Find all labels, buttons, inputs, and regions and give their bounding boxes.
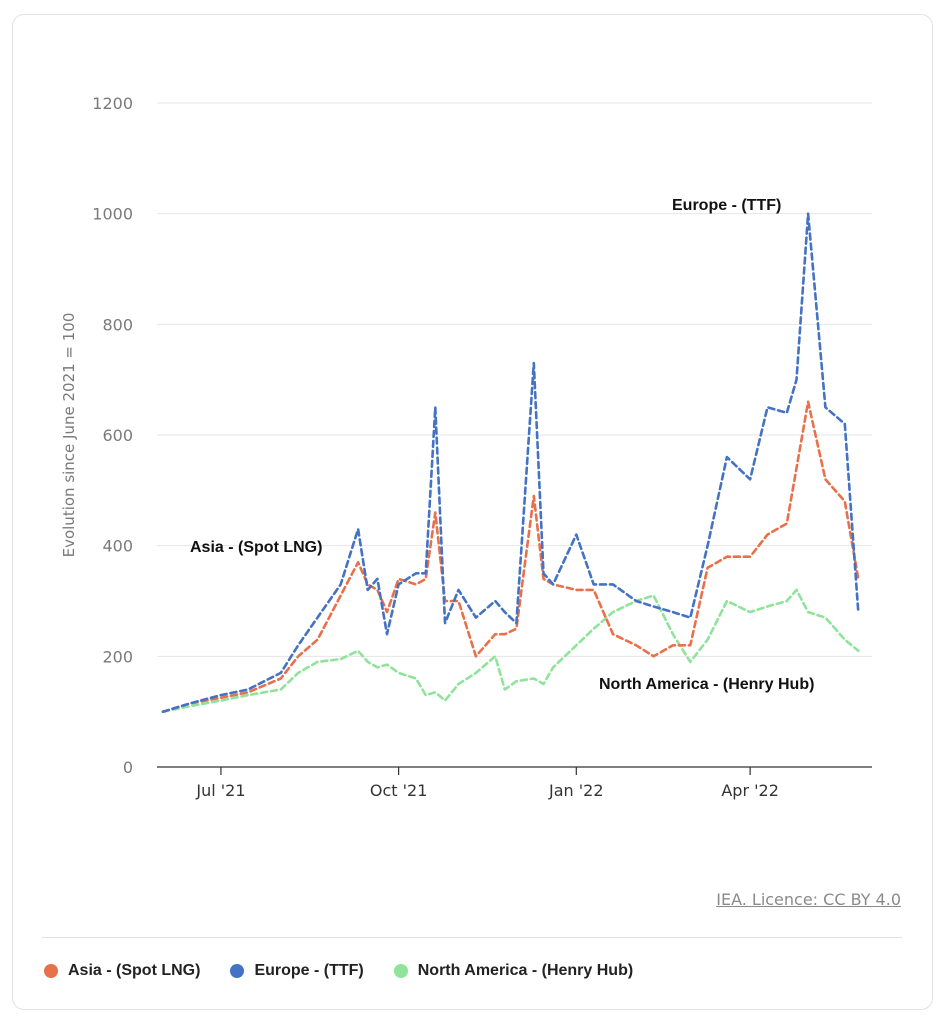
- legend-divider: [42, 937, 902, 938]
- x-tick-label: Apr '22: [721, 781, 779, 800]
- legend-swatch-asia: [44, 964, 58, 978]
- y-tick-label: 400: [102, 537, 133, 556]
- annotation-north-america: North America - (Henry Hub): [599, 676, 814, 693]
- series-line-0[interactable]: [161, 400, 860, 714]
- legend-item-north-america[interactable]: North America - (Henry Hub): [393, 962, 634, 980]
- y-axis-ticks: 0 200 400 600 800 1000 1200: [92, 94, 133, 777]
- annotation-asia: Asia - (Spot LNG): [190, 539, 322, 556]
- y-tick-label: 800: [102, 315, 133, 334]
- series-line-2[interactable]: [161, 588, 860, 714]
- x-tick-label: Jul '21: [195, 781, 245, 800]
- legend: Asia - (Spot LNG) Europe - (TTF) North A…: [44, 962, 633, 980]
- x-tick-label: Jan '22: [548, 781, 604, 800]
- chart-card: [12, 14, 933, 1010]
- legend-label-asia: Asia - (Spot LNG): [68, 962, 201, 979]
- y-tick-label: 600: [102, 426, 133, 445]
- gridlines: [157, 102, 872, 657]
- series-line-1[interactable]: [161, 212, 860, 714]
- legend-label-europe: Europe - (TTF): [254, 962, 364, 979]
- legend-swatch-europe: [230, 964, 245, 978]
- legend-item-europe[interactable]: Europe - (TTF): [230, 962, 364, 980]
- annotation-europe: Europe - (TTF): [672, 197, 781, 214]
- y-tick-label: 0: [123, 758, 133, 777]
- legend-swatch-north-america: [393, 964, 408, 978]
- legend-item-asia[interactable]: Asia - (Spot LNG): [44, 962, 200, 980]
- x-axis: Jul '21 Oct '21 Jan '22 Apr '22: [157, 766, 872, 800]
- legend-label-north-america: North America - (Henry Hub): [417, 962, 634, 979]
- x-tick-label: Oct '21: [370, 781, 428, 800]
- source-link[interactable]: IEA. Licence: CC BY 4.0: [716, 890, 901, 909]
- y-tick-label: 1000: [92, 205, 133, 224]
- series-lines: [161, 212, 860, 714]
- y-tick-label: 1200: [92, 94, 133, 113]
- y-axis-label: Evolution since June 2021 = 100: [60, 313, 78, 558]
- y-tick-label: 200: [102, 647, 133, 666]
